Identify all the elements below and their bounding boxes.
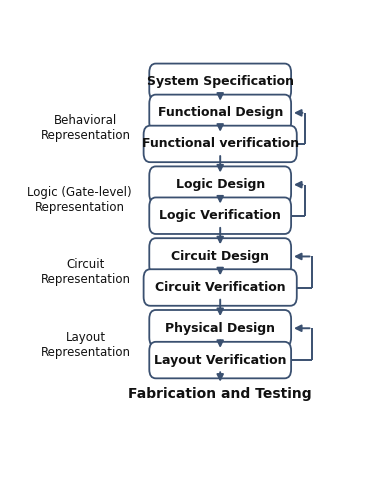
Text: Logic (Gate-level)
Representation: Logic (Gate-level) Representation xyxy=(27,186,132,214)
FancyBboxPatch shape xyxy=(149,310,291,347)
Text: Functional verification: Functional verification xyxy=(142,138,299,150)
FancyBboxPatch shape xyxy=(149,342,291,379)
FancyBboxPatch shape xyxy=(149,95,291,131)
Text: Functional Design: Functional Design xyxy=(157,106,283,119)
FancyBboxPatch shape xyxy=(149,198,291,234)
Text: Fabrication and Testing: Fabrication and Testing xyxy=(128,387,312,401)
Text: Physical Design: Physical Design xyxy=(165,322,275,335)
Text: Layout Verification: Layout Verification xyxy=(154,354,287,366)
Text: Circuit
Representation: Circuit Representation xyxy=(41,258,130,286)
FancyBboxPatch shape xyxy=(143,125,297,162)
Text: Circuit Design: Circuit Design xyxy=(171,250,269,263)
Text: Logic Verification: Logic Verification xyxy=(159,209,281,222)
Text: System Specification: System Specification xyxy=(147,75,294,88)
Text: Circuit Verification: Circuit Verification xyxy=(155,281,285,294)
FancyBboxPatch shape xyxy=(149,238,291,275)
FancyBboxPatch shape xyxy=(149,166,291,203)
FancyBboxPatch shape xyxy=(149,64,291,100)
FancyBboxPatch shape xyxy=(143,269,297,306)
Text: Logic Design: Logic Design xyxy=(176,178,265,191)
Text: Behavioral
Representation: Behavioral Representation xyxy=(41,114,130,143)
Text: Layout
Representation: Layout Representation xyxy=(41,331,130,358)
